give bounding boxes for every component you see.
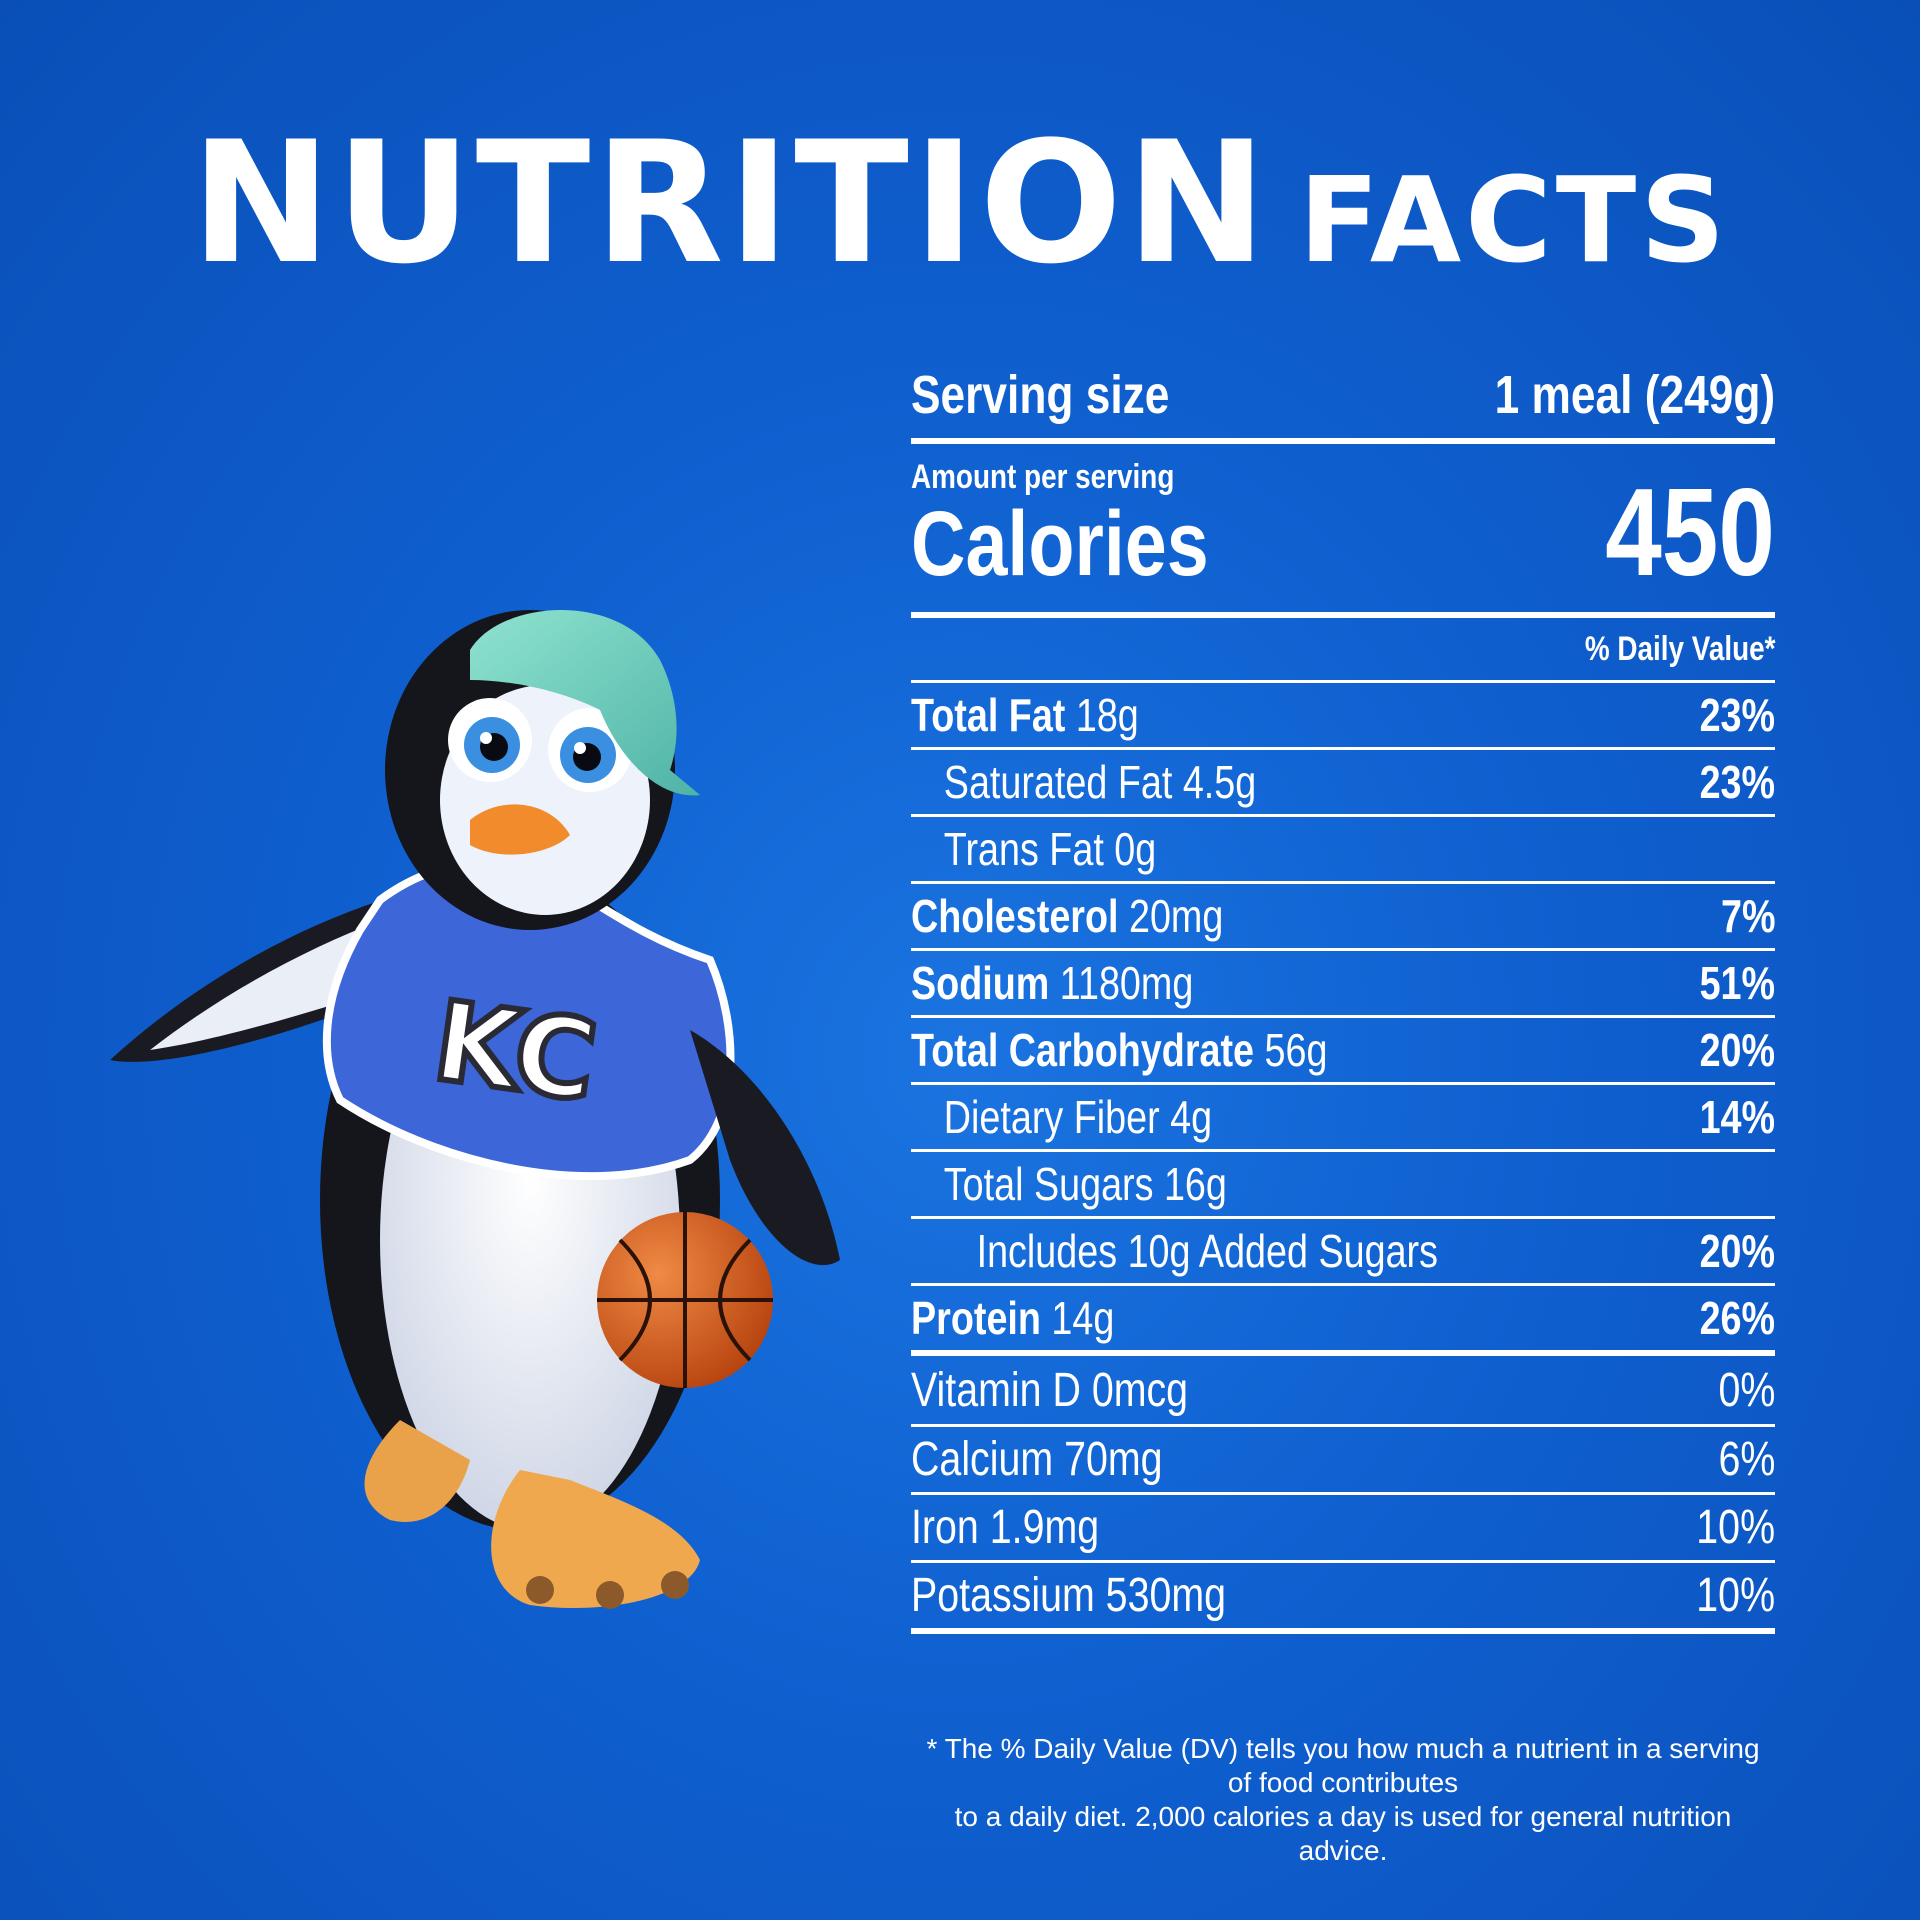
- nutrient-row: Includes 10g Added Sugars 20%: [911, 1216, 1775, 1283]
- nutrient-amount: 4g: [1170, 1091, 1213, 1143]
- right-flipper: [690, 1030, 840, 1266]
- nutrient-dv: 23%: [1699, 689, 1775, 741]
- nutrient-dv: 26%: [1699, 1292, 1775, 1344]
- footnote-line: * The % Daily Value (DV) tells you how m…: [926, 1733, 1760, 1798]
- nutrient-dv: 51%: [1699, 957, 1775, 1009]
- vitamin-row: Iron 1.9mg 10%: [911, 1492, 1775, 1560]
- nutrient-name: Saturated Fat: [943, 756, 1173, 808]
- vitamin-label: Vitamin D 0mcg: [911, 1363, 1189, 1417]
- nutrient-name: Includes 10g Added Sugars: [976, 1225, 1438, 1277]
- nutrient-dv: 14%: [1699, 1091, 1775, 1143]
- nutrient-amount: 14g: [1051, 1292, 1115, 1344]
- cap: [470, 610, 700, 796]
- serving-size-label: Serving size: [911, 365, 1170, 425]
- nutrient-amount: 18g: [1075, 689, 1139, 741]
- nutrient-amount: 56g: [1264, 1024, 1328, 1076]
- vitamin-dv: 6%: [1718, 1433, 1775, 1486]
- vitamin-label: Calcium 70mg: [911, 1433, 1163, 1486]
- jersey-text: KC: [427, 977, 604, 1126]
- vitamin-label: Iron 1.9mg: [911, 1501, 1100, 1554]
- amount-per-serving-label: Amount per serving: [911, 458, 1175, 496]
- nutrition-facts-panel: Serving size 1 meal (249g) Amount per se…: [911, 352, 1775, 1634]
- calories-value: 450: [1605, 464, 1775, 602]
- nutrient-row: Trans Fat 0g: [911, 814, 1775, 881]
- vitamin-row: Potassium 530mg 10%: [911, 1560, 1775, 1628]
- nutrient-amount: 20mg: [1128, 890, 1224, 942]
- nutrient-row: Total Fat 18g 23%: [911, 680, 1775, 747]
- penguin-foot-left: [364, 1420, 470, 1522]
- beak: [470, 804, 570, 855]
- nutrient-name: Dietary Fiber: [943, 1091, 1160, 1143]
- nutrient-row: Total Carbohydrate 56g 20%: [911, 1015, 1775, 1082]
- nutrient-name: Total Fat: [911, 689, 1066, 741]
- title-sub: FACTS: [1298, 151, 1730, 289]
- penguin-mascot-illustration: KC: [110, 610, 840, 1609]
- nutrient-amount: 0g: [1114, 823, 1157, 875]
- vitamin-dv: 10%: [1696, 1501, 1775, 1554]
- serving-size-value: 1 meal (249g): [1494, 365, 1775, 425]
- nutrient-row: Total Sugars 16g: [911, 1149, 1775, 1216]
- footnote-line: to a daily diet. 2,000 calories a day is…: [954, 1801, 1732, 1866]
- nutrient-dv: 20%: [1699, 1024, 1775, 1076]
- calories-block: Amount per serving Calories 450: [911, 444, 1775, 612]
- divider: [911, 1350, 1775, 1356]
- nutrient-row: Saturated Fat 4.5g 23%: [911, 747, 1775, 814]
- nutrient-row: Protein 14g 26%: [911, 1283, 1775, 1350]
- nutrient-dv: 20%: [1699, 1225, 1775, 1277]
- nutrient-name: Total Carbohydrate: [911, 1024, 1255, 1076]
- nutrient-name: Total Sugars: [943, 1158, 1154, 1210]
- nutrient-name: Sodium: [911, 957, 1050, 1009]
- serving-size-row: Serving size 1 meal (249g): [911, 352, 1775, 438]
- nutrient-amount: 16g: [1163, 1158, 1227, 1210]
- nutrient-name: Trans Fat: [943, 823, 1104, 875]
- vitamin-row: Vitamin D 0mcg 0%: [911, 1356, 1775, 1424]
- daily-value-header-text: % Daily Value*: [1584, 629, 1775, 668]
- daily-value-header: % Daily Value*: [911, 618, 1775, 680]
- nutrient-name: Protein: [911, 1292, 1041, 1344]
- nutrient-amount: 4.5g: [1182, 756, 1257, 808]
- nutrient-dv: 23%: [1699, 756, 1775, 808]
- vitamin-dv: 0%: [1718, 1363, 1775, 1417]
- divider: [911, 612, 1775, 618]
- nutrient-row: Sodium 1180mg 51%: [911, 948, 1775, 1015]
- footnote: * The % Daily Value (DV) tells you how m…: [911, 1732, 1775, 1868]
- nutrient-name: Cholesterol: [911, 890, 1119, 942]
- nutrient-row: Dietary Fiber 4g 14%: [911, 1082, 1775, 1149]
- divider: [911, 1628, 1775, 1634]
- nutrient-dv: 7%: [1720, 890, 1775, 942]
- nutrient-amount: 1180mg: [1059, 957, 1194, 1009]
- penguin-foot-right: [491, 1470, 700, 1608]
- divider: [911, 438, 1775, 444]
- title-main: NUTRITION: [190, 105, 1271, 301]
- nutrient-row: Cholesterol 20mg 7%: [911, 881, 1775, 948]
- page-title: NUTRITION FACTS: [0, 105, 1920, 301]
- vitamin-dv: 10%: [1696, 1569, 1775, 1622]
- calories-label: Calories: [911, 493, 1209, 595]
- vitamin-row: Calcium 70mg 6%: [911, 1424, 1775, 1492]
- vitamin-label: Potassium 530mg: [911, 1569, 1227, 1622]
